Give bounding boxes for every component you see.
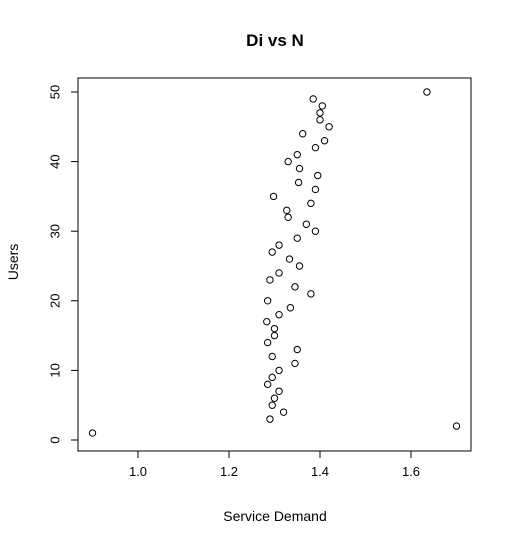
data-point	[275, 387, 283, 395]
data-point	[293, 345, 301, 354]
data-point	[285, 255, 294, 263]
data-point	[275, 311, 283, 319]
data-point	[295, 262, 304, 270]
data-point	[275, 366, 283, 375]
data-point	[275, 241, 283, 249]
data-point	[270, 394, 279, 402]
data-point	[316, 116, 324, 124]
data-point	[293, 150, 301, 159]
data-point	[311, 227, 320, 235]
data-point	[318, 102, 326, 110]
data-point	[295, 164, 304, 173]
data-point	[320, 137, 329, 145]
y-axis-label: Users	[5, 244, 21, 281]
data-point	[263, 297, 272, 305]
x-tick-label: 1.0	[129, 464, 147, 479]
data-point	[270, 324, 279, 333]
data-point	[263, 317, 271, 326]
data-point	[275, 269, 283, 277]
y-tick-label: 30	[47, 224, 62, 238]
data-point	[266, 415, 274, 423]
data-point	[291, 359, 299, 368]
data-point	[268, 373, 276, 382]
data-point	[286, 304, 295, 312]
data-point	[325, 123, 333, 131]
data-point	[283, 206, 291, 215]
data-point	[263, 380, 272, 389]
x-tick-label: 1.4	[311, 464, 329, 479]
data-point	[311, 185, 320, 194]
data-point	[263, 338, 272, 347]
x-tick-label: 1.6	[402, 464, 420, 479]
data-point	[294, 178, 303, 187]
data-point	[291, 283, 299, 291]
x-axis-label: Service Demand	[223, 508, 327, 524]
data-point	[270, 331, 279, 340]
x-tick-label: 1.2	[220, 464, 238, 479]
y-tick-label: 20	[47, 294, 62, 308]
data-point	[302, 220, 311, 228]
chart-title: Di vs N	[246, 31, 304, 50]
data-point	[311, 143, 320, 152]
data-point	[268, 352, 276, 361]
data-point	[307, 290, 315, 298]
y-tick-label: 10	[47, 363, 62, 377]
data-point	[269, 192, 278, 201]
data-point	[314, 171, 322, 180]
data-point	[266, 276, 274, 284]
y-tick-label: 50	[47, 85, 62, 99]
data-point	[452, 422, 461, 430]
data-point	[279, 408, 288, 416]
data-point	[293, 234, 301, 242]
data-points	[88, 88, 461, 437]
y-tick-label: 0	[47, 436, 62, 443]
data-point	[284, 157, 292, 166]
data-point	[88, 429, 97, 437]
plot-frame	[77, 77, 472, 452]
y-tick-label: 40	[47, 154, 62, 168]
data-point	[299, 130, 307, 138]
data-point	[307, 199, 315, 208]
data-point	[268, 401, 276, 409]
y-axis: 0 10 20 30 40 50	[47, 85, 78, 444]
data-point	[423, 88, 431, 96]
x-axis: 1.0 1.2 1.4 1.6	[129, 451, 420, 479]
data-point	[309, 95, 317, 103]
data-point	[316, 109, 324, 117]
data-point	[268, 248, 276, 256]
data-point	[284, 213, 292, 221]
